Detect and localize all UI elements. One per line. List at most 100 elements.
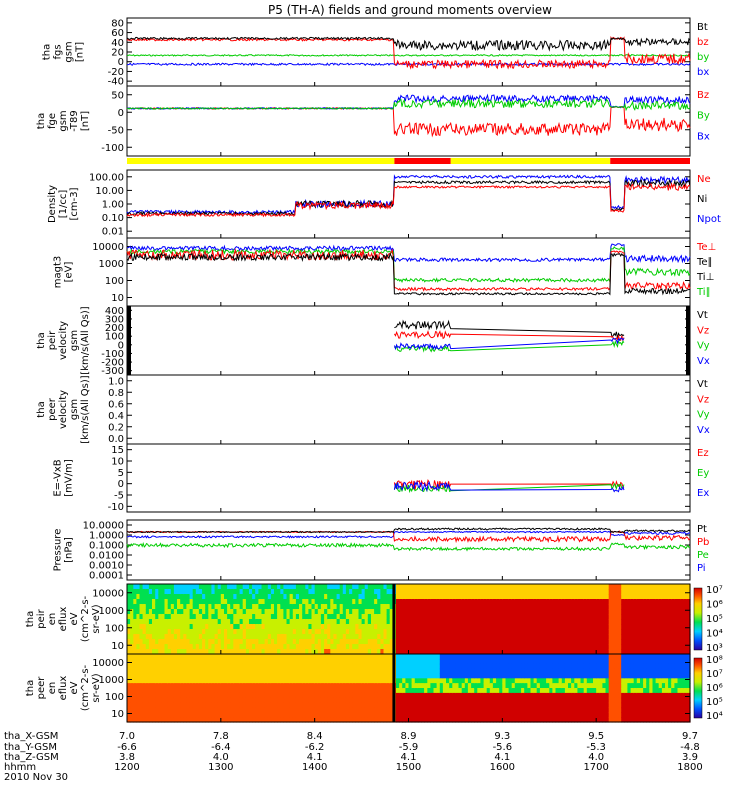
spectrogram-cell	[249, 604, 253, 610]
spectrogram-cell	[464, 712, 469, 718]
spectrogram-cell	[230, 649, 234, 655]
spectrogram-cell	[217, 663, 222, 670]
spectrogram-cell	[167, 624, 172, 630]
spectrogram-cell	[183, 707, 187, 713]
spectrogram-cell	[183, 668, 187, 675]
spectrogram-cell	[371, 644, 375, 650]
spectrogram-cell	[205, 604, 209, 610]
spectrogram-cell	[227, 609, 231, 615]
spectrogram-cell	[577, 668, 582, 675]
spectrogram-cell	[521, 668, 525, 675]
spectrogram-cell	[389, 604, 394, 610]
spectrogram-cell	[430, 697, 435, 704]
spectrogram-cell	[305, 663, 309, 670]
spectrogram-cell	[583, 702, 588, 709]
spectrogram-cell	[245, 678, 250, 684]
spectrogram-cell	[183, 683, 187, 689]
spectrogram-cell	[308, 644, 313, 650]
spectrogram-cell	[568, 604, 572, 610]
spectrogram-cell	[555, 589, 560, 595]
spectrogram-cell	[442, 614, 447, 620]
spectrogram-cell	[568, 712, 572, 718]
spectrogram-cell	[658, 604, 663, 610]
spectrogram-cell	[458, 644, 463, 650]
spectrogram-cell	[352, 702, 356, 709]
spectrogram-cell	[674, 584, 679, 590]
spectrogram-cell	[477, 639, 481, 645]
spectrogram-cell	[270, 673, 275, 679]
spectrogram-cell	[627, 649, 632, 655]
spectrogram-cell	[405, 697, 410, 704]
spectrogram-cell	[661, 624, 666, 630]
spectrogram-cell	[214, 584, 219, 590]
spectrogram-cell	[289, 629, 294, 635]
y-tick-label: 400	[105, 306, 124, 317]
spectrogram-cell	[345, 702, 350, 709]
spectrogram-cell	[527, 673, 532, 679]
spectrogram-cell	[618, 639, 622, 645]
spectrogram-cell	[502, 644, 506, 650]
spectrogram-cell	[449, 717, 453, 723]
spectrogram-cell	[686, 649, 691, 655]
spectrogram-cell	[402, 658, 406, 665]
spectrogram-cell	[283, 584, 288, 590]
spectrogram-cell	[249, 624, 253, 630]
spectrogram-cell	[158, 639, 162, 645]
spectrogram-cell	[492, 702, 497, 709]
spectrogram-cell	[330, 663, 334, 670]
spectrogram-cell	[599, 649, 603, 655]
spectrogram-cell	[320, 678, 325, 684]
spectrogram-cell	[371, 654, 375, 660]
spectrogram-cell	[358, 678, 363, 684]
spectrogram-cell	[574, 702, 578, 709]
spectrogram-cell	[539, 654, 544, 660]
spectrogram-cell	[377, 609, 381, 615]
spectrogram-cell	[308, 688, 313, 694]
spectrogram-cell	[330, 658, 334, 665]
spectrogram-cell	[258, 609, 263, 615]
spectrogram-cell	[521, 594, 525, 600]
spectrogram-cell	[164, 702, 169, 709]
spectrogram-cell	[449, 624, 453, 630]
spectrogram-cell	[230, 599, 234, 605]
y-tick-label: 100	[105, 623, 124, 634]
spectrogram-cell	[421, 609, 425, 615]
spectrogram-cell	[311, 599, 316, 605]
spectrogram-cell	[686, 634, 691, 640]
spectrogram-cell	[586, 697, 591, 704]
spectrogram-cell	[467, 702, 472, 709]
spectrogram-cell	[417, 589, 422, 595]
spectrogram-cell	[314, 644, 319, 650]
spectrogram-cell	[686, 644, 691, 650]
spectrogram-cell	[399, 673, 403, 679]
spectrogram-cell	[352, 639, 356, 645]
spectrogram-cell	[161, 649, 166, 655]
spectrogram-cell	[227, 654, 231, 660]
spectrogram-cell	[605, 624, 610, 630]
spectrogram-cell	[449, 688, 453, 694]
spectrogram-cell	[330, 649, 334, 655]
spectrogram-cell	[383, 594, 388, 600]
spectrogram-cell	[249, 649, 253, 655]
spectrogram-cell	[492, 712, 497, 718]
spectrogram-cell	[170, 712, 175, 718]
spectrogram-cell	[314, 634, 319, 640]
spectrogram-cell	[618, 619, 622, 625]
spectrogram-cell	[449, 619, 453, 625]
spectrogram-cell	[355, 584, 359, 590]
spectrogram-cell	[427, 678, 431, 684]
spectrogram-cell	[486, 673, 491, 679]
spectrogram-cell	[536, 678, 541, 684]
spectrogram-cell	[317, 688, 322, 694]
spectrogram-cell	[239, 688, 244, 694]
spectrogram-cell	[455, 614, 460, 620]
spectrogram-cell	[464, 717, 469, 723]
spectrogram-cell	[574, 688, 578, 694]
spectrogram-cell	[299, 634, 303, 640]
spectrogram-cell	[327, 639, 331, 645]
spectrogram-cell	[518, 668, 522, 675]
spectrogram-cell	[367, 644, 372, 650]
spectrogram-cell	[411, 604, 416, 610]
spectrogram-cell	[549, 599, 553, 605]
spectrogram-cell	[367, 634, 372, 640]
